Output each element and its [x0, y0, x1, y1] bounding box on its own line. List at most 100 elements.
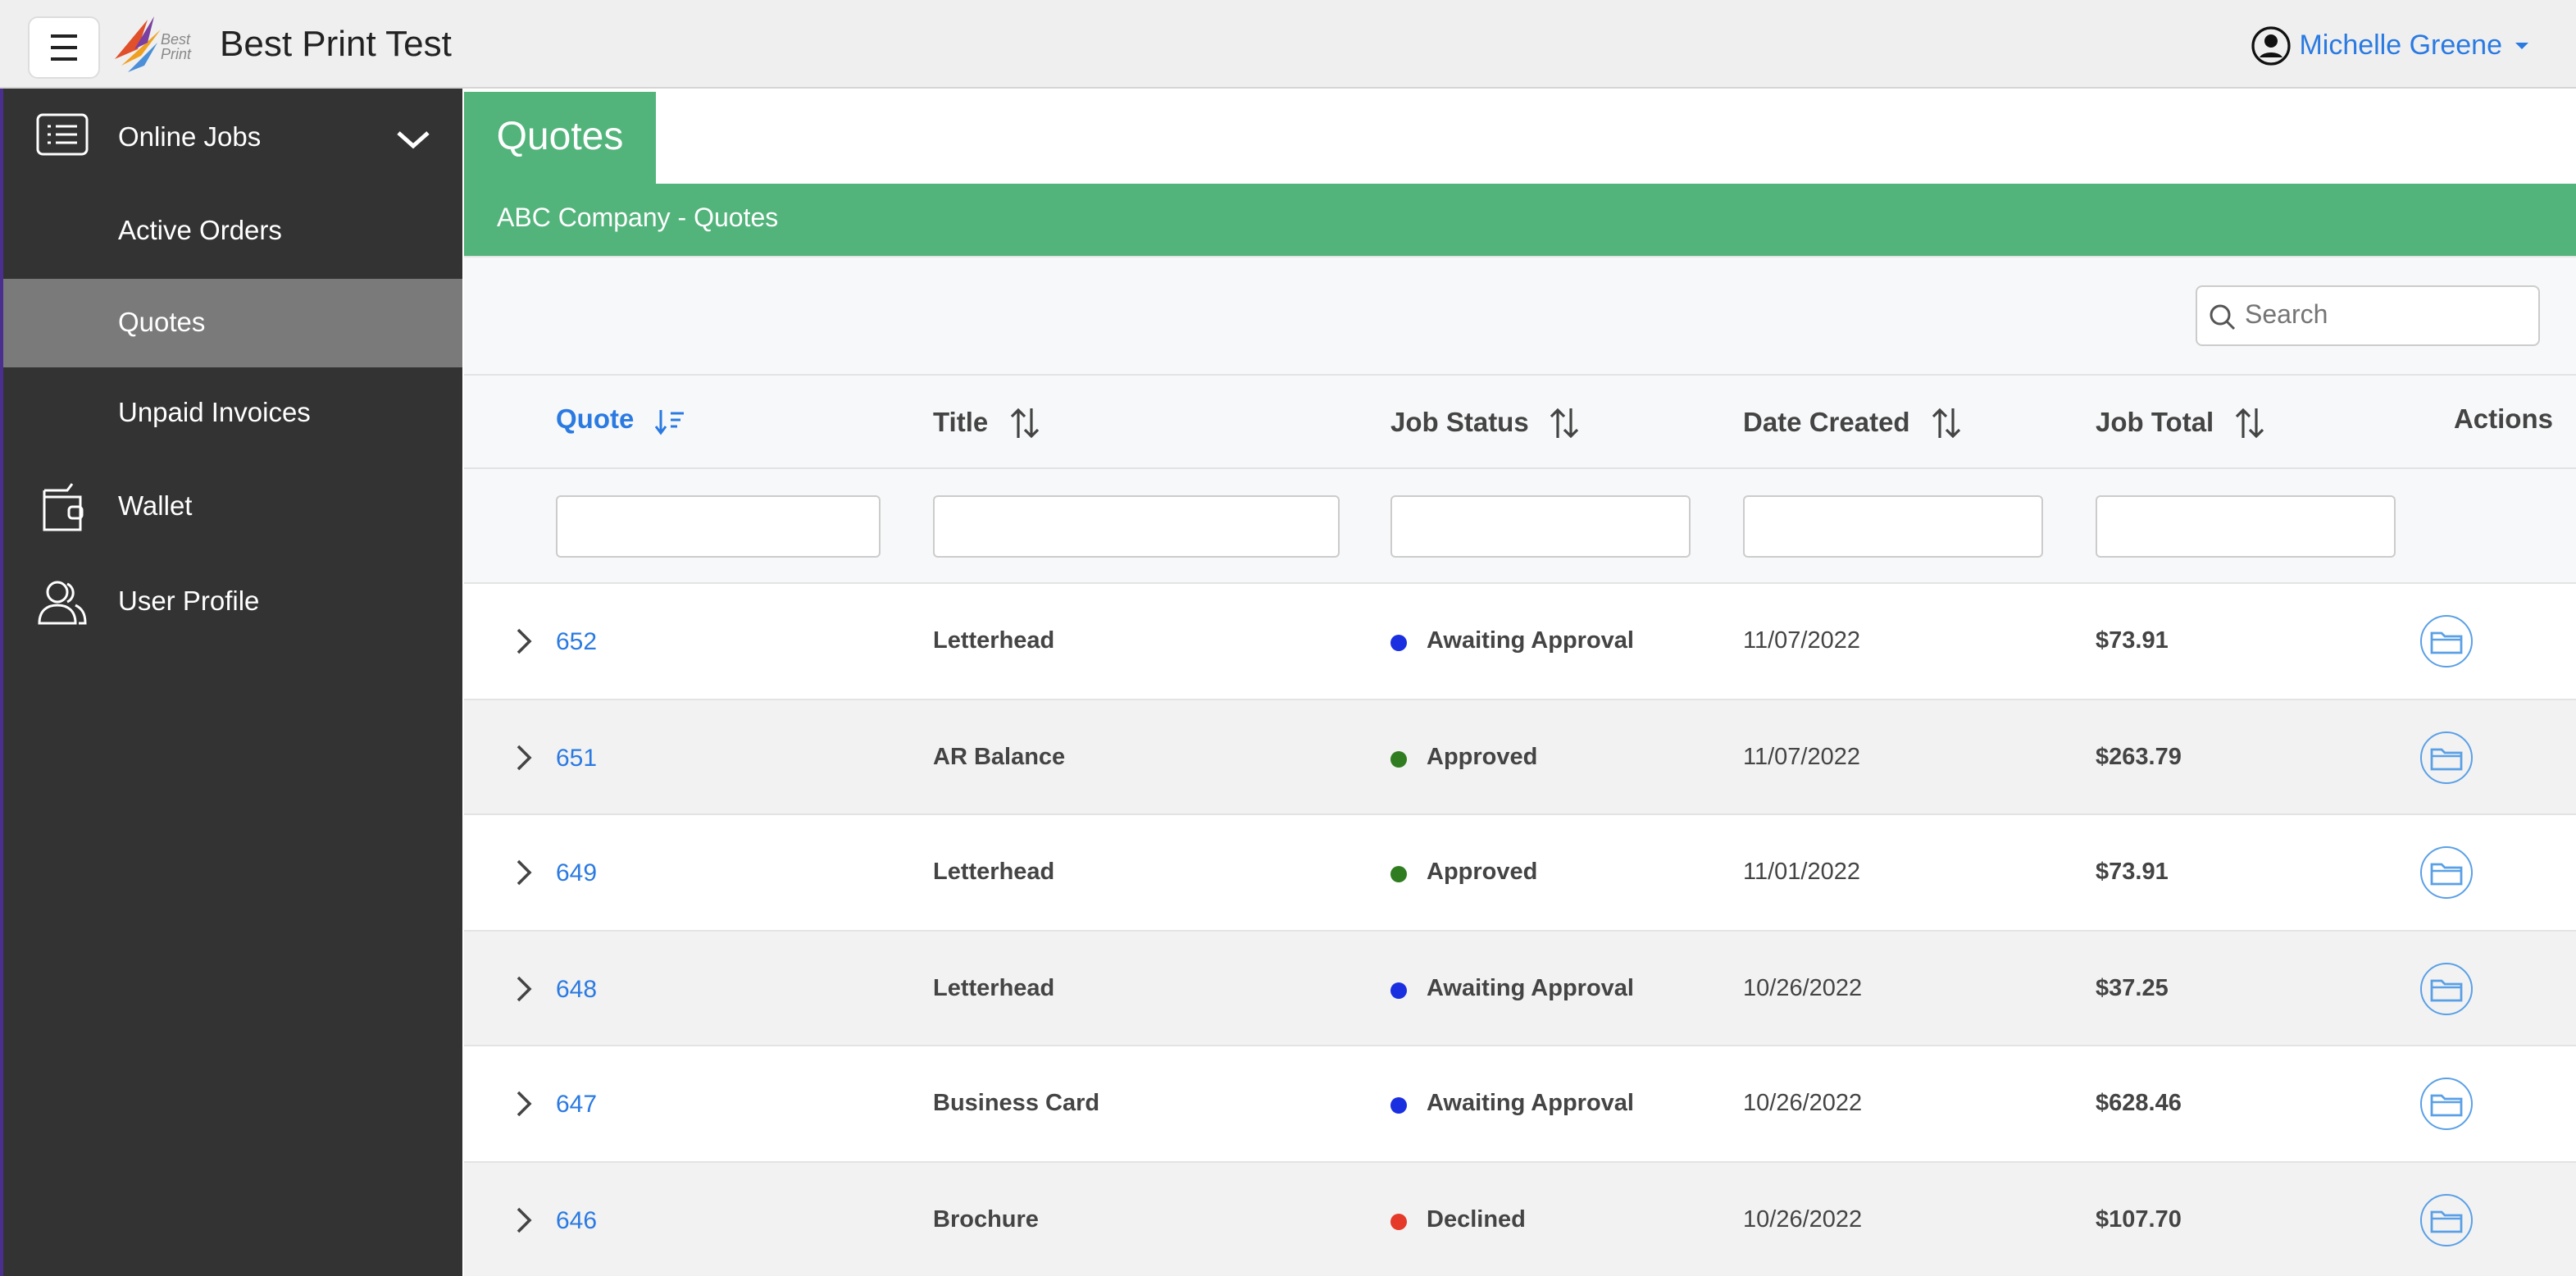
date-created: 11/07/2022	[1743, 628, 1860, 654]
expand-row	[517, 628, 532, 654]
expand-row	[517, 859, 532, 886]
page-title: Quotes	[464, 92, 656, 184]
logo-text: Best Print	[161, 31, 192, 62]
user-name: Michelle Greene	[2299, 30, 2502, 61]
sort-icon	[1550, 408, 1579, 439]
column-title: Job Total	[2096, 408, 2214, 437]
column-header[interactable]: Job Status	[1390, 405, 1582, 441]
open-quote-button[interactable]	[2420, 1193, 2473, 1246]
date-created: 11/07/2022	[1743, 744, 1860, 770]
sidebar-item[interactable]: Active Orders	[3, 184, 462, 279]
column-filter[interactable]	[556, 495, 881, 558]
sidebar-label: Active Orders	[118, 216, 282, 245]
expand-row	[517, 1091, 532, 1117]
sidebar-item[interactable]: User Profile	[3, 554, 462, 649]
job-total: $107.70	[2096, 1206, 2182, 1233]
table-row: 648 Letterhead Awaiting Approval 10/26/2022…	[464, 929, 2576, 1045]
menu-icon	[51, 34, 77, 61]
column-title: Date Created	[1743, 408, 1910, 437]
page-subtitle: ABC Company - Quotes	[464, 184, 2576, 256]
open-quote-button[interactable]	[2420, 1078, 2473, 1130]
quote-link[interactable]: 648	[556, 975, 598, 1003]
table-body: 652 Letterhead Awaiting Approval 11/07/2022…	[464, 582, 2576, 1276]
quote-link[interactable]: 649	[556, 859, 598, 887]
row-title: Letterhead	[933, 975, 1055, 1001]
job-status: Awaiting Approval	[1427, 1091, 1634, 1117]
job-total: $263.79	[2096, 744, 2182, 770]
column-header[interactable]: Quote	[556, 405, 686, 436]
quote-link[interactable]: 652	[556, 628, 598, 656]
quote-link[interactable]: 646	[556, 1206, 598, 1234]
sidebar: Online Jobs Active Orders Quotes Unpaid Inv…	[0, 89, 462, 1276]
column-header[interactable]: Date Created	[1743, 405, 1963, 441]
status-dot	[1390, 1213, 1407, 1229]
sort-icon	[1010, 408, 1039, 439]
quote-link[interactable]: 651	[556, 744, 598, 772]
sidebar-label: Unpaid Invoices	[118, 398, 311, 427]
status-dot	[1390, 866, 1407, 882]
table-header: Quote Title Job Status Date Created Job Tota…	[464, 374, 2576, 469]
sidebar-icon	[43, 483, 84, 531]
open-quote-button[interactable]	[2420, 846, 2473, 899]
table-row: 651 AR Balance Approved 11/07/2022 $263.79	[464, 698, 2576, 813]
expand-row	[517, 975, 532, 1001]
job-total: $73.91	[2096, 628, 2169, 654]
menu-button[interactable]	[28, 16, 100, 79]
open-quote-button[interactable]	[2420, 615, 2473, 668]
sort-icon	[2236, 408, 2264, 439]
table-row: 646 Brochure Declined 10/26/2022 $107.70	[464, 1160, 2576, 1276]
column-header[interactable]: Title	[933, 405, 1040, 441]
status-dot	[1390, 635, 1407, 651]
sidebar-item[interactable]: Wallet	[3, 459, 462, 554]
main: Quotes ABC Company - Quotes Quote Title Jo…	[464, 89, 2576, 1276]
row-title: Letterhead	[933, 859, 1055, 886]
sort-icon	[654, 409, 684, 435]
status-dot	[1390, 982, 1407, 998]
job-status: Approved	[1427, 744, 1538, 770]
header: Best Print Best Print Test Michelle Gree…	[0, 0, 2576, 89]
column-filter[interactable]	[1390, 495, 1691, 558]
table-row: 652 Letterhead Awaiting Approval 11/07/2022…	[464, 582, 2576, 698]
logo	[115, 16, 161, 72]
user-icon	[2251, 26, 2292, 66]
job-status: Declined	[1427, 1206, 1526, 1233]
expand-chevron	[397, 131, 430, 149]
row-title: AR Balance	[933, 744, 1066, 770]
toolbar	[464, 256, 2576, 376]
column-header: Actions	[2454, 405, 2553, 436]
status-dot	[1390, 750, 1407, 767]
user-menu[interactable]: Michelle Greene	[2251, 26, 2533, 66]
row-title: Brochure	[933, 1206, 1039, 1233]
job-status: Awaiting Approval	[1427, 628, 1634, 654]
sidebar-label: Wallet	[118, 491, 193, 521]
filter-row	[464, 467, 2576, 584]
quote-link[interactable]: 647	[556, 1091, 598, 1119]
column-filter[interactable]	[933, 495, 1340, 558]
sidebar-item[interactable]: Online Jobs	[3, 92, 462, 184]
open-quote-button[interactable]	[2420, 731, 2473, 783]
open-quote-button[interactable]	[2420, 962, 2473, 1014]
column-title: Quote	[556, 405, 635, 435]
sidebar-label: Online Jobs	[118, 122, 262, 152]
search-box[interactable]	[2196, 285, 2540, 346]
sidebar-icon	[36, 113, 89, 156]
date-created: 10/26/2022	[1743, 1206, 1863, 1233]
folder-icon	[2430, 747, 2463, 770]
column-filter[interactable]	[1743, 495, 2043, 558]
sidebar-label: User Profile	[118, 586, 260, 616]
folder-icon	[2430, 1210, 2463, 1233]
job-status: Awaiting Approval	[1427, 975, 1634, 1001]
column-filter[interactable]	[2096, 495, 2396, 558]
folder-icon	[2430, 631, 2463, 654]
folder-icon	[2430, 863, 2463, 886]
search-input[interactable]	[2241, 300, 2527, 333]
search-icon	[2210, 304, 2236, 330]
job-total: $628.46	[2096, 1091, 2182, 1117]
column-header[interactable]: Job Total	[2096, 405, 2266, 441]
caret	[2515, 43, 2528, 49]
sort-icon	[1932, 408, 1960, 439]
column-title: Job Status	[1390, 408, 1529, 437]
sidebar-item[interactable]: Quotes	[3, 279, 462, 367]
sidebar-item[interactable]: Unpaid Invoices	[3, 367, 462, 459]
